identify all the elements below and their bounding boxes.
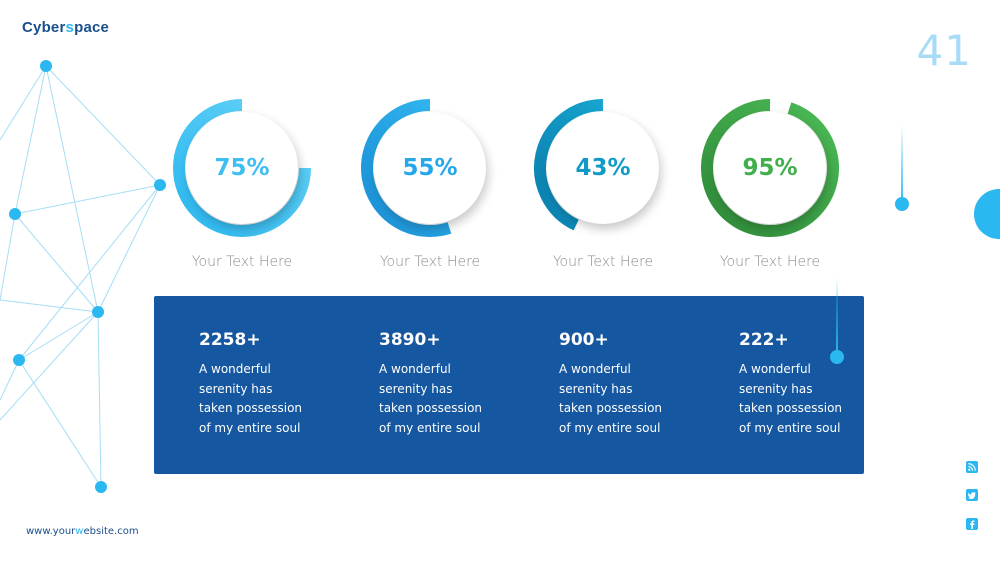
slide-number: 41 (916, 26, 972, 75)
stat-value-1: 2258+ (199, 330, 261, 350)
ring-arc-4 (701, 99, 839, 237)
stat-description-3: A wonderful serenity has taken possessio… (559, 362, 663, 435)
ring-arc-2 (361, 99, 452, 237)
rss-icon[interactable] (966, 461, 978, 473)
ring-caption-1: Your Text Here (191, 254, 293, 270)
stat-block-3: 900+ A wonderful serenity has taken poss… (559, 330, 709, 438)
half-circle-decoration (974, 189, 1000, 239)
ring-caption-3: Your Text Here (552, 254, 654, 270)
stat-description-2: A wonderful serenity has taken possessio… (379, 362, 483, 435)
stat-description-1: A wonderful serenity has taken possessio… (199, 362, 303, 435)
ring-center-3: 43% (547, 112, 659, 224)
logo-text-2: pace (74, 19, 110, 36)
ring-center-1: 75% (186, 112, 298, 224)
stat-block-2: 3890+ A wonderful serenity has taken pos… (379, 330, 529, 438)
network-decoration (0, 60, 166, 493)
ring-caption-2: Your Text Here (379, 254, 481, 270)
ring-progress-arc (701, 99, 839, 237)
stats-panel: 2258+ A wonderful serenity has taken pos… (154, 296, 864, 474)
logo-text-accent: s (65, 19, 75, 36)
facebook-glyph (970, 520, 975, 529)
ring-value-2: 55% (402, 155, 458, 181)
accent-line-panel (836, 276, 838, 356)
ring-center-2: 55% (374, 112, 486, 224)
twitter-glyph (968, 491, 976, 499)
ring-progress-arc (361, 99, 452, 237)
progress-ring-1: 75% (172, 98, 312, 238)
ring-value-4: 95% (742, 155, 798, 181)
stat-value-2: 3890+ (379, 330, 441, 350)
ring-progress-arc (173, 99, 311, 237)
accent-dot-right (895, 197, 909, 211)
twitter-icon[interactable] (966, 489, 978, 501)
ring-center-4: 95% (714, 112, 826, 224)
ring-value-1: 75% (214, 155, 270, 181)
brand-logo: Cyberspace (22, 19, 109, 36)
stat-block-1: 2258+ A wonderful serenity has taken pos… (199, 330, 349, 438)
accent-line-right (901, 124, 903, 204)
website-text-2: ebsite.com (83, 526, 139, 537)
stat-value-4: 222+ (739, 330, 789, 350)
website-link[interactable]: www.yourwebsite.com (26, 526, 139, 537)
logo-text-1: Cyber (22, 19, 66, 36)
ring-value-3: 43% (575, 155, 631, 181)
progress-ring-3: 43% (533, 98, 673, 238)
rss-glyph (968, 463, 976, 471)
stat-description-4: A wonderful serenity has taken possessio… (739, 362, 843, 435)
progress-ring-4: 95% (700, 98, 840, 238)
ring-arc-3 (534, 99, 604, 231)
progress-ring-2: 55% (360, 98, 500, 238)
accent-dot-panel (830, 350, 844, 364)
ring-arc-1 (173, 99, 311, 237)
facebook-icon[interactable] (966, 518, 978, 530)
ring-caption-4: Your Text Here (719, 254, 821, 270)
website-text-1: www.your (26, 526, 76, 537)
website-text-accent: w (75, 526, 84, 537)
ring-progress-arc (534, 99, 604, 231)
stat-block-4: 222+ A wonderful serenity has taken poss… (739, 330, 889, 438)
stat-value-3: 900+ (559, 330, 609, 350)
